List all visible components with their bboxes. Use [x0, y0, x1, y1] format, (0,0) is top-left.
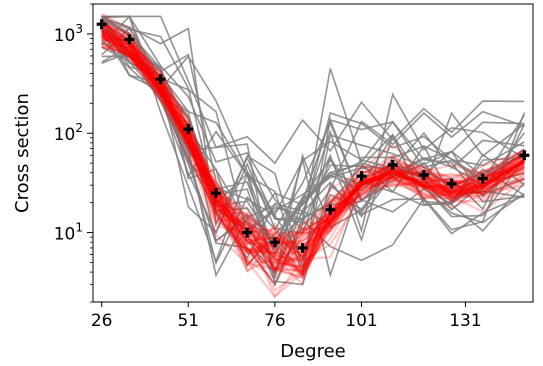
observed-point: [519, 150, 530, 161]
prior-sample-lines: [100, 15, 526, 288]
y-tick-label: 102: [54, 121, 83, 145]
x-tick-label: 131: [449, 311, 481, 331]
posterior-sample-line: [101, 34, 525, 258]
posterior-sample-line: [100, 23, 525, 277]
posterior-sample-line: [101, 36, 525, 270]
posterior-sample-line: [101, 37, 525, 274]
posterior-sample-line: [101, 25, 525, 264]
posterior-sample-line: [101, 30, 525, 286]
observed-point: [297, 242, 308, 253]
posterior-sample-line: [101, 35, 525, 251]
posterior-sample-line: [101, 29, 525, 273]
posterior-sample-line: [101, 36, 525, 272]
posterior-sample-line: [101, 42, 525, 271]
posterior-sample-line: [101, 34, 525, 279]
posterior-sample-line: [101, 34, 525, 280]
posterior-sample-line: [101, 34, 526, 269]
posterior-sample-line: [101, 45, 525, 275]
prior-sample-line: [101, 26, 525, 288]
posterior-sample-line: [100, 18, 525, 269]
posterior-sample-line: [100, 32, 525, 286]
observed-point: [418, 169, 429, 180]
posterior-sample-line: [101, 28, 525, 269]
posterior-sample-line: [100, 22, 525, 255]
posterior-sample-line: [101, 34, 525, 259]
observed-point: [96, 19, 107, 30]
posterior-sample-line: [101, 14, 525, 276]
x-tick-label: 51: [177, 311, 199, 331]
posterior-sample-line: [101, 38, 525, 299]
observed-data-markers: [96, 19, 530, 253]
observed-point: [124, 34, 135, 45]
prior-sample-line: [101, 15, 525, 232]
prior-sample-line: [101, 26, 525, 250]
prior-sample-line: [101, 15, 525, 278]
posterior-sample-line: [101, 33, 525, 280]
y-tick-label: 103: [54, 22, 83, 46]
y-tick-label: 101: [54, 221, 83, 245]
posterior-sample-line: [101, 32, 525, 278]
posterior-sample-line: [101, 23, 525, 272]
posterior-sample-line: [101, 23, 525, 262]
posterior-sample-line: [101, 36, 525, 257]
posterior-sample-line: [101, 41, 525, 299]
observed-point: [210, 188, 221, 199]
posterior-sample-line: [101, 36, 525, 265]
posterior-sample-line: [101, 23, 525, 258]
posterior-sample-line: [101, 36, 525, 278]
posterior-sample-line: [101, 21, 525, 268]
observed-point: [325, 204, 336, 215]
posterior-sample-line: [101, 43, 525, 271]
posterior-sample-line: [101, 13, 525, 272]
observed-point: [477, 173, 488, 184]
plot-frame: [92, 3, 534, 303]
posterior-sample-line: [101, 27, 525, 254]
x-axis-label: Degree: [280, 341, 346, 362]
observed-point: [356, 171, 367, 182]
posterior-sample-line: [100, 28, 525, 254]
posterior-sample-line: [101, 41, 525, 235]
posterior-sample-line: [101, 31, 525, 269]
x-tick-label: 26: [91, 311, 113, 331]
x-axis-ticks: 26 51 76 101 131: [91, 302, 482, 331]
posterior-sample-line: [100, 29, 525, 265]
y-axis-label: Cross section: [12, 93, 33, 213]
posterior-sample-line: [101, 19, 525, 261]
posterior-sample-line: [101, 34, 525, 254]
posterior-sample-line: [101, 35, 525, 273]
posterior-sample-line: [101, 30, 525, 280]
posterior-sample-line: [100, 28, 525, 267]
observed-point: [446, 178, 457, 189]
posterior-sample-line: [101, 30, 525, 293]
posterior-sample-line: [101, 21, 525, 261]
prior-sample-line: [100, 16, 525, 268]
prior-sample-line: [101, 15, 525, 235]
posterior-sample-line: [101, 46, 525, 273]
x-tick-label: 76: [264, 311, 286, 331]
posterior-sample-line: [101, 22, 525, 277]
posterior-sample-line: [101, 31, 525, 242]
observed-point: [387, 159, 398, 170]
posterior-sample-lines: [100, 13, 526, 299]
y-axis-ticks: 101 102 103: [54, 3, 93, 303]
observed-point: [242, 227, 253, 238]
posterior-sample-line: [101, 21, 525, 259]
observed-point: [183, 124, 194, 135]
observed-point: [269, 237, 280, 248]
posterior-sample-line: [101, 20, 525, 247]
posterior-sample-line: [101, 41, 525, 273]
x-tick-label: 101: [345, 311, 377, 331]
observed-point: [155, 74, 166, 85]
